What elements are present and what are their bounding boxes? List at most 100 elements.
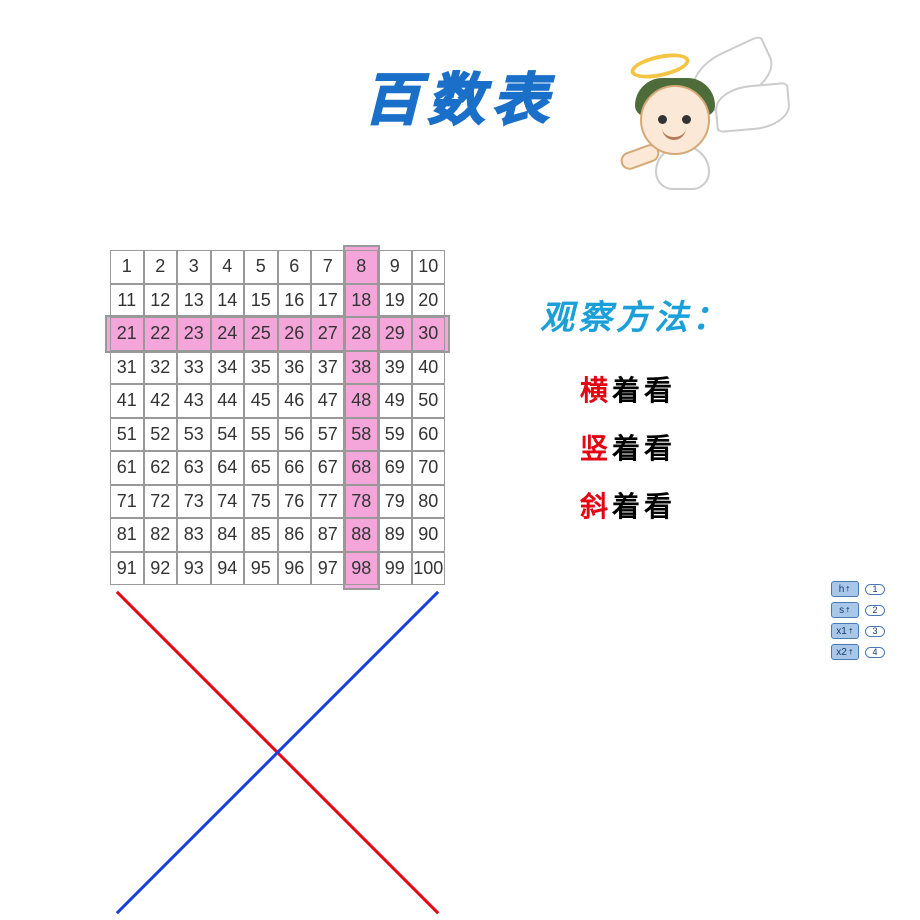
grid-cell: 36 bbox=[278, 351, 312, 385]
grid-cell: 63 bbox=[177, 451, 211, 485]
grid-cell: 44 bbox=[211, 384, 245, 418]
grid-cell: 82 bbox=[144, 518, 178, 552]
method-accent: 竖 bbox=[580, 433, 612, 464]
grid-cell: 6 bbox=[278, 250, 312, 284]
grid-cell: 7 bbox=[311, 250, 345, 284]
grid-cell: 69 bbox=[378, 451, 412, 485]
grid-cell: 78 bbox=[345, 485, 379, 519]
nav-button-s[interactable]: s↗ bbox=[831, 602, 859, 618]
grid-cell: 66 bbox=[278, 451, 312, 485]
grid-cell: 17 bbox=[311, 284, 345, 318]
grid-cell: 4 bbox=[211, 250, 245, 284]
grid-cell: 60 bbox=[412, 418, 446, 452]
grid-cell: 25 bbox=[244, 317, 278, 351]
nav-button-x1[interactable]: x1↗ bbox=[831, 623, 859, 639]
grid-cell: 87 bbox=[311, 518, 345, 552]
grid-cell: 42 bbox=[144, 384, 178, 418]
grid-cell: 10 bbox=[412, 250, 446, 284]
grid-cell: 29 bbox=[378, 317, 412, 351]
nav-pill-3[interactable]: 3 bbox=[865, 626, 885, 637]
grid-cell: 9 bbox=[378, 250, 412, 284]
grid-cell: 50 bbox=[412, 384, 446, 418]
grid-cell: 88 bbox=[345, 518, 379, 552]
grid-cell: 31 bbox=[110, 351, 144, 385]
grid-cell: 41 bbox=[110, 384, 144, 418]
grid-cell: 13 bbox=[177, 284, 211, 318]
grid-cell: 47 bbox=[311, 384, 345, 418]
grid-cell: 99 bbox=[378, 552, 412, 586]
grid-cell: 39 bbox=[378, 351, 412, 385]
grid-cell: 65 bbox=[244, 451, 278, 485]
grid-cell: 22 bbox=[144, 317, 178, 351]
grid-cell: 74 bbox=[211, 485, 245, 519]
grid-cell: 75 bbox=[244, 485, 278, 519]
grid-cell: 35 bbox=[244, 351, 278, 385]
method-accent: 横 bbox=[580, 375, 612, 406]
method-item: 斜着看 bbox=[580, 485, 730, 525]
grid-cell: 49 bbox=[378, 384, 412, 418]
grid-cell: 71 bbox=[110, 485, 144, 519]
grid-cell: 96 bbox=[278, 552, 312, 586]
grid-cell: 16 bbox=[278, 284, 312, 318]
grid-cell: 19 bbox=[378, 284, 412, 318]
nav-button-h[interactable]: h↗ bbox=[831, 581, 859, 597]
grid-cell: 83 bbox=[177, 518, 211, 552]
angel-decoration bbox=[610, 40, 800, 200]
nav-pill-4[interactable]: 4 bbox=[865, 647, 885, 658]
grid-cell: 58 bbox=[345, 418, 379, 452]
grid-cell: 11 bbox=[110, 284, 144, 318]
grid-cell: 40 bbox=[412, 351, 446, 385]
grid-cell: 32 bbox=[144, 351, 178, 385]
grid-cell: 54 bbox=[211, 418, 245, 452]
nav-buttons: h↗ 1 s↗ 2 x1↗ 3 x2↗ 4 bbox=[831, 581, 885, 665]
grid-cell: 93 bbox=[177, 552, 211, 586]
method-item: 竖着看 bbox=[580, 427, 730, 467]
grid-cell: 5 bbox=[244, 250, 278, 284]
grid-cell: 34 bbox=[211, 351, 245, 385]
grid-cell: 91 bbox=[110, 552, 144, 586]
grid-cell: 8 bbox=[345, 250, 379, 284]
nav-pill-1[interactable]: 1 bbox=[865, 584, 885, 595]
grid-cell: 3 bbox=[177, 250, 211, 284]
grid-cell: 46 bbox=[278, 384, 312, 418]
grid-cell: 51 bbox=[110, 418, 144, 452]
grid-cell: 89 bbox=[378, 518, 412, 552]
grid-cell: 81 bbox=[110, 518, 144, 552]
grid-cell: 73 bbox=[177, 485, 211, 519]
grid-cell: 80 bbox=[412, 485, 446, 519]
grid-cell: 20 bbox=[412, 284, 446, 318]
grid-cell: 28 bbox=[345, 317, 379, 351]
grid-cell: 15 bbox=[244, 284, 278, 318]
grid-cell: 12 bbox=[144, 284, 178, 318]
grid-cell: 92 bbox=[144, 552, 178, 586]
diagonal-lines bbox=[110, 585, 445, 920]
methods-title: 观察方法： bbox=[540, 290, 730, 339]
nav-button-x2[interactable]: x2↗ bbox=[831, 644, 859, 660]
nav-pill-2[interactable]: 2 bbox=[865, 605, 885, 616]
grid-cell: 79 bbox=[378, 485, 412, 519]
grid-cell: 68 bbox=[345, 451, 379, 485]
grid-cell: 21 bbox=[110, 317, 144, 351]
grid-cell: 45 bbox=[244, 384, 278, 418]
grid-cell: 95 bbox=[244, 552, 278, 586]
grid-cell: 24 bbox=[211, 317, 245, 351]
grid-cell: 14 bbox=[211, 284, 245, 318]
grid-cell: 97 bbox=[311, 552, 345, 586]
grid-cell: 77 bbox=[311, 485, 345, 519]
grid-cell: 70 bbox=[412, 451, 446, 485]
grid-cell: 59 bbox=[378, 418, 412, 452]
grid-cell: 48 bbox=[345, 384, 379, 418]
grid-cell: 57 bbox=[311, 418, 345, 452]
hundred-grid: 1234567891011121314151617181920212223242… bbox=[110, 250, 445, 585]
grid-cell: 90 bbox=[412, 518, 446, 552]
grid-cell: 30 bbox=[412, 317, 446, 351]
method-item: 横着看 bbox=[580, 369, 730, 409]
page-title: 百数表 bbox=[364, 55, 556, 136]
grid-cell: 26 bbox=[278, 317, 312, 351]
grid-cell: 38 bbox=[345, 351, 379, 385]
method-accent: 斜 bbox=[580, 491, 612, 522]
grid-cell: 100 bbox=[412, 552, 446, 586]
grid-cell: 53 bbox=[177, 418, 211, 452]
grid-cell: 72 bbox=[144, 485, 178, 519]
grid-cell: 37 bbox=[311, 351, 345, 385]
